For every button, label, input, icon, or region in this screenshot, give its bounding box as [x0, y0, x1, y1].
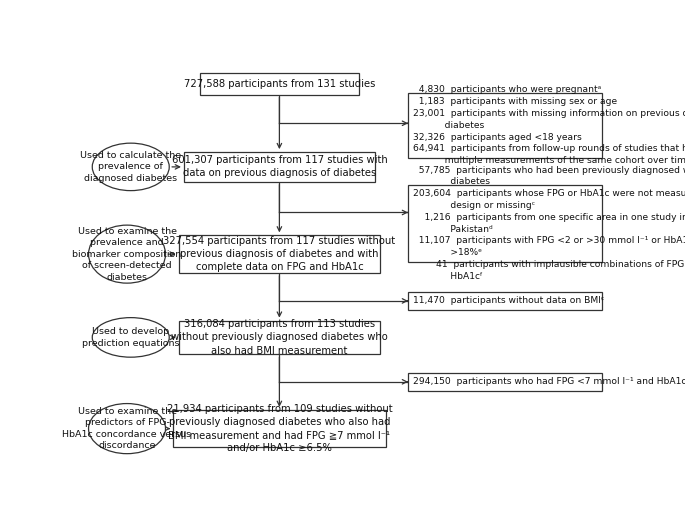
FancyBboxPatch shape	[179, 320, 380, 354]
Ellipse shape	[92, 318, 169, 357]
Ellipse shape	[88, 225, 166, 283]
FancyBboxPatch shape	[179, 235, 380, 273]
Text: 601,307 participants from 117 studies with
data on previous diagnosis of diabete: 601,307 participants from 117 studies wi…	[171, 156, 387, 179]
Text: 327,554 participants from 117 studies without
previous diagnosis of diabetes and: 327,554 participants from 117 studies wi…	[163, 236, 395, 272]
FancyBboxPatch shape	[408, 292, 602, 310]
Text: 57,785  participants who had been previously diagnosed with
             diabete: 57,785 participants who had been previou…	[414, 166, 685, 281]
Text: Used to develop
prediction equations: Used to develop prediction equations	[82, 327, 179, 348]
Ellipse shape	[92, 143, 169, 191]
Text: 294,150  participants who had FPG <7 mmol l⁻¹ and HbA1c <6.5%ʰ: 294,150 participants who had FPG <7 mmol…	[414, 377, 685, 386]
Text: 21,934 participants from 109 studies without
previously diagnosed diabetes who a: 21,934 participants from 109 studies wit…	[166, 404, 393, 453]
Text: Used to calculate the
prevalence of
diagnosed diabetes: Used to calculate the prevalence of diag…	[80, 151, 182, 183]
Ellipse shape	[88, 404, 166, 454]
Text: 727,588 participants from 131 studies: 727,588 participants from 131 studies	[184, 79, 375, 89]
Text: Used to examine the
prevalence and
biomarker composition
of screen-detected
diab: Used to examine the prevalence and bioma…	[73, 227, 182, 282]
Text: 11,470  participants without data on BMIᶝ: 11,470 participants without data on BMIᶝ	[414, 297, 605, 305]
Text: Used to examine the
predictors of FPG-
HbA1c concordance versus
discordance: Used to examine the predictors of FPG- H…	[62, 407, 192, 450]
Text: 316,084 participants from 113 studies
without previously diagnosed diabetes who
: 316,084 participants from 113 studies wi…	[171, 319, 388, 355]
FancyBboxPatch shape	[200, 73, 359, 95]
FancyBboxPatch shape	[408, 184, 602, 262]
FancyBboxPatch shape	[184, 152, 375, 182]
FancyBboxPatch shape	[173, 410, 386, 448]
Text: 4,830  participants who were pregnantᵃ
  1,183  participants with missing sex or: 4,830 participants who were pregnantᵃ 1,…	[414, 85, 685, 165]
FancyBboxPatch shape	[408, 373, 602, 390]
FancyBboxPatch shape	[408, 93, 602, 158]
